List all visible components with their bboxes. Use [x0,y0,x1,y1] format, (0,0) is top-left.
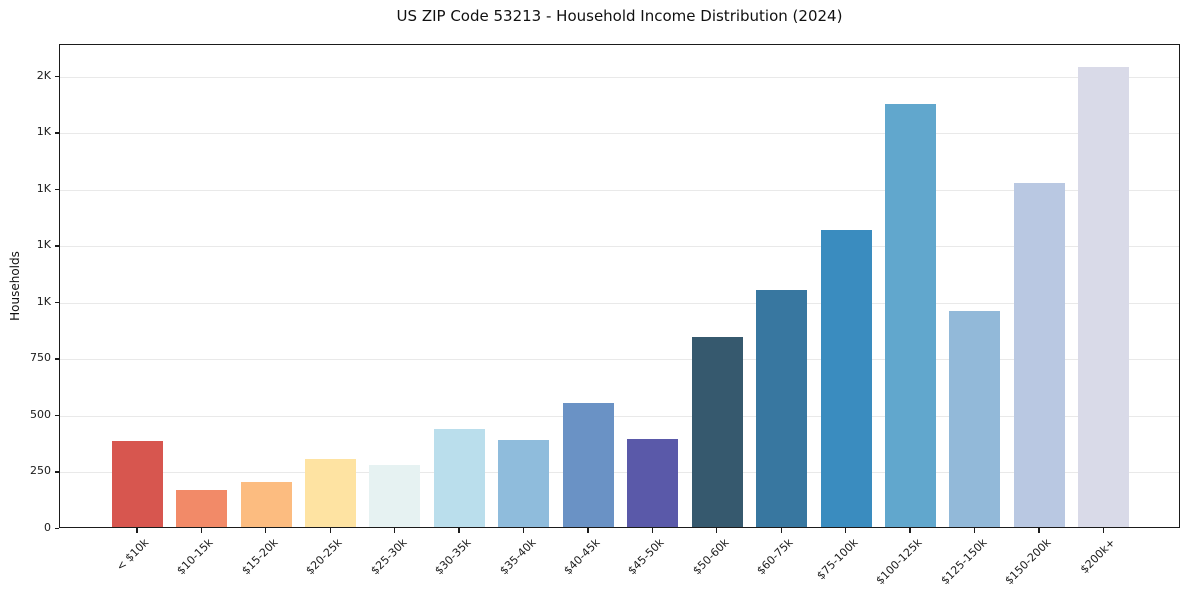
x-tick-mark [651,528,654,533]
x-tick-mark [1038,528,1040,533]
gridline [60,189,1179,191]
x-tick-label: $150-200k [1002,536,1054,588]
x-tick-mark [265,528,267,533]
gridline [60,415,1179,417]
plot-area [59,44,1180,528]
y-tick-mark [55,301,59,304]
x-tick-mark [522,528,525,533]
y-tick-label: 250 [30,464,51,478]
y-tick-label: 1K [36,238,51,252]
y-tick-label: 0 [44,521,51,534]
x-tick-mark [973,528,976,533]
bar [884,104,936,527]
y-tick-label: 1K [36,125,51,139]
y-tick-label: 1K [36,181,51,195]
bar [498,439,550,527]
bar [305,459,357,527]
x-tick-label: $10-15k [174,536,216,578]
x-tick-label: $40-45k [561,536,603,578]
gridline [60,133,1179,135]
gridline [60,76,1179,78]
x-tick-mark [845,528,847,533]
x-tick-label: $75-100k [814,536,861,583]
y-tick-label: 1K [36,294,51,308]
gridline [60,472,1179,474]
y-tick-mark [55,132,59,134]
y-tick-label: 500 [30,407,51,421]
x-tick-mark [909,528,911,533]
bar [949,311,1001,527]
x-tick-mark [200,528,202,533]
bar [176,489,228,527]
bar [691,337,743,527]
y-tick-mark [55,414,59,417]
x-tick-mark [329,528,331,533]
x-tick-mark [716,528,718,533]
bar [369,464,421,527]
gridline [60,246,1179,248]
y-tick-mark [55,188,59,191]
x-tick-label: $125-150k [937,536,990,588]
y-tick-mark [55,358,59,360]
bar [240,481,292,527]
x-tick-mark [780,528,782,533]
y-tick-mark [55,471,59,473]
bar [1078,66,1130,527]
x-tick-label: $50-60k [690,536,732,578]
gridline [60,302,1179,304]
y-tick-label: 2K [36,68,51,82]
y-tick-mark [55,245,59,247]
x-tick-label: < $10k [113,536,152,574]
x-tick-label: $20-25k [303,536,345,578]
gridline [60,359,1179,361]
x-tick-label: $100-125k [873,536,925,588]
bar [756,289,808,527]
y-tick-mark [55,75,59,77]
bar [562,402,614,527]
x-tick-label: $45-50k [625,536,667,578]
chart-title: US ZIP Code 53213 - Household Income Dis… [396,7,843,25]
x-tick-mark [393,528,396,533]
bar [627,438,679,527]
x-tick-label: $35-40k [496,536,539,578]
x-tick-label: $200k+ [1077,536,1118,577]
y-axis-label: Households [8,251,22,321]
x-tick-label: $30-35k [432,536,474,578]
x-tick-label: $25-30k [367,536,410,578]
bar [820,229,872,527]
x-tick-label: $60-75k [754,536,796,578]
bar [111,441,163,527]
x-tick-mark [587,528,589,533]
x-tick-mark [1102,528,1105,533]
y-tick-mark [55,528,59,530]
y-tick-label: 750 [30,351,51,365]
x-tick-mark [458,528,460,533]
x-tick-label: $15-20k [239,536,281,578]
x-tick-mark [136,528,138,533]
bar [1013,183,1065,527]
bar [433,428,485,527]
